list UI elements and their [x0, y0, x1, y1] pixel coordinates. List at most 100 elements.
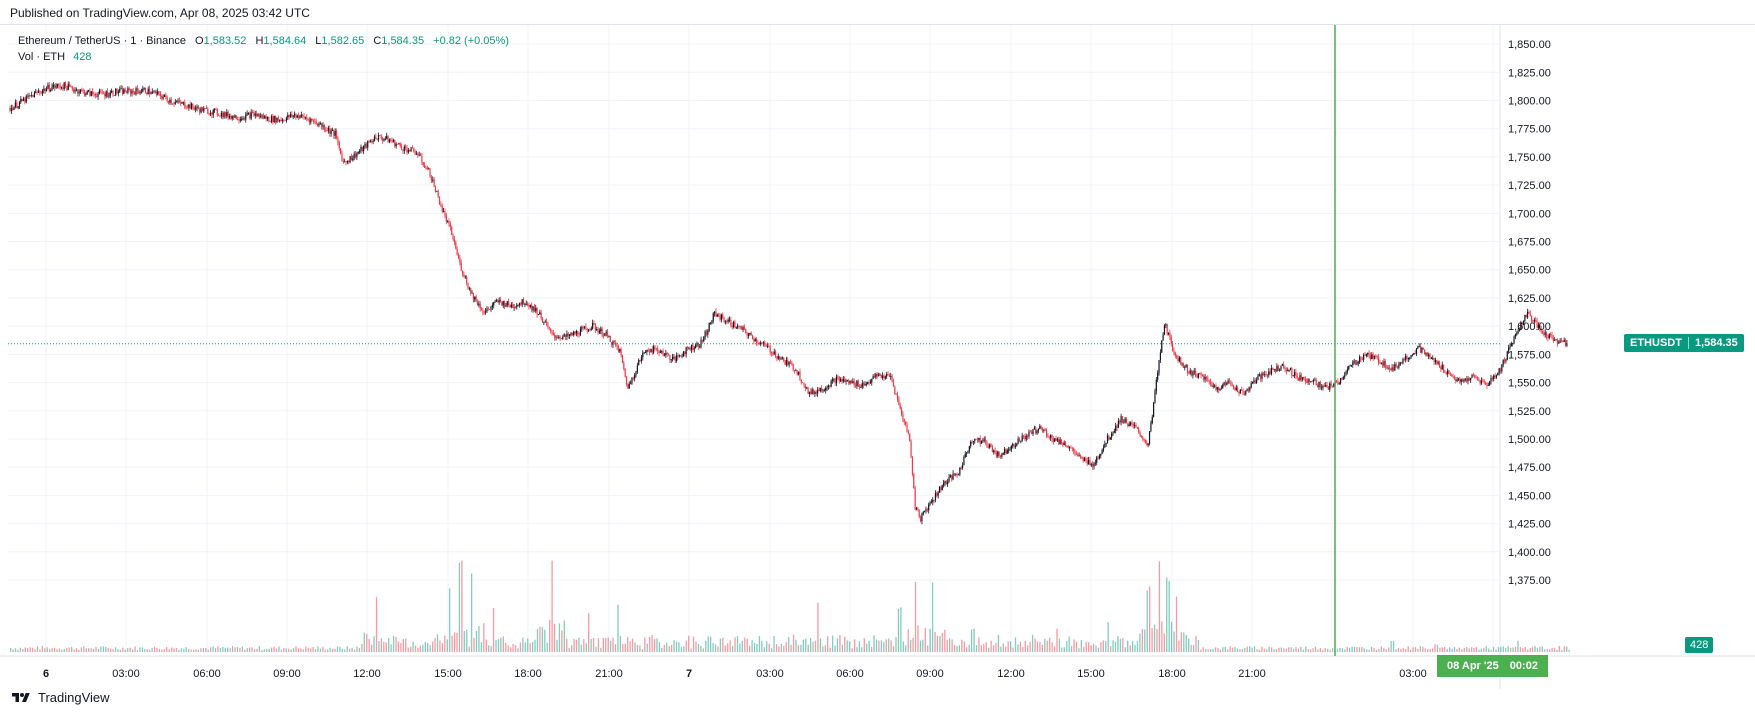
candle-body	[760, 342, 762, 344]
volume-bar	[378, 641, 380, 652]
candle-body	[45, 88, 48, 92]
volume-bar	[627, 637, 629, 652]
candle-body	[241, 119, 243, 121]
candle-body	[478, 303, 480, 305]
candle-body	[922, 511, 924, 515]
candle-body	[1545, 332, 1548, 337]
volume-bar	[290, 649, 292, 652]
candle-body	[1163, 325, 1166, 335]
candle-body	[632, 378, 634, 379]
candle-body	[1312, 379, 1315, 382]
volume-bar	[153, 646, 156, 652]
volume-bar	[1190, 644, 1192, 652]
candle-body	[1383, 361, 1385, 366]
candle-body	[972, 441, 975, 443]
volume-bar	[1380, 646, 1383, 652]
candle-body	[1560, 340, 1563, 342]
volume-bar	[127, 648, 129, 652]
candle-body	[1200, 373, 1202, 376]
candle-body	[345, 161, 347, 163]
volume-bar	[775, 644, 778, 652]
volume-bar	[392, 635, 395, 652]
volume-bar	[427, 643, 429, 652]
candle-body	[689, 347, 691, 350]
candle-body	[850, 380, 853, 384]
volume-bar	[1031, 634, 1034, 652]
candle-body	[1146, 442, 1148, 445]
volume-bar	[1536, 647, 1539, 652]
candle-body	[1350, 365, 1353, 366]
candle-body	[203, 108, 205, 112]
volume-bar	[1307, 649, 1309, 652]
symbol-title[interactable]: Ethereum / TetherUS · 1 · Binance	[18, 35, 186, 47]
candle-body	[508, 301, 510, 305]
candle-body	[1138, 428, 1140, 433]
candle-body	[250, 112, 252, 119]
volume-bar	[583, 639, 585, 652]
candle-body	[1484, 382, 1487, 384]
candle-body	[915, 508, 918, 510]
candle-body	[209, 112, 212, 114]
candle-body	[1376, 356, 1378, 357]
candle-body	[1170, 336, 1172, 344]
candle-body	[144, 88, 147, 93]
candle-body	[184, 102, 186, 108]
candle-body	[1337, 381, 1339, 384]
footer-brand[interactable]: TradingView	[10, 690, 110, 705]
candle-body	[1212, 385, 1214, 387]
candle-body	[92, 91, 94, 94]
volume-bar	[809, 638, 812, 652]
candle-body	[1544, 332, 1546, 335]
volume-bar	[553, 623, 556, 652]
candle-body	[1392, 367, 1395, 371]
volume-bar	[536, 628, 539, 652]
candle-body	[455, 242, 457, 249]
volume-bar	[1434, 644, 1436, 652]
candle-body	[1013, 443, 1015, 448]
y-tick-label: 1,650.00	[1508, 265, 1551, 277]
candle-body	[537, 314, 540, 316]
candle-body	[1483, 380, 1485, 383]
candle-body	[539, 312, 541, 315]
volume-bar	[1105, 641, 1107, 652]
candle-body	[1097, 457, 1099, 459]
candle-body	[272, 116, 274, 122]
candle-body	[63, 82, 65, 89]
candle-body	[743, 327, 746, 330]
candle-body	[1480, 380, 1483, 384]
y-tick-label: 1,525.00	[1508, 406, 1551, 418]
volume-bar	[1517, 640, 1519, 652]
candle-body	[1082, 457, 1084, 461]
volume-bar	[588, 613, 590, 652]
volume-bar	[1129, 645, 1131, 652]
volume-bar	[1312, 648, 1314, 652]
volume-bar	[751, 640, 753, 652]
volume-bar	[131, 649, 134, 652]
candle-body	[188, 104, 190, 108]
candle-body	[1036, 430, 1038, 434]
candle-body	[551, 331, 553, 333]
volume-bar	[731, 645, 734, 652]
candle-body	[1120, 416, 1122, 423]
candle-body	[987, 445, 989, 448]
chart-frame[interactable]: 1,850.00 1,825.00 1,800.00 1,775.00 1,750.00…	[0, 24, 1755, 689]
candle-body	[1219, 389, 1221, 391]
volume-bar	[1449, 647, 1451, 652]
volume-bar	[334, 648, 336, 652]
chart-canvas[interactable]: 1,850.001,825.001,800.001,775.001,750.00…	[0, 25, 1755, 689]
candle-body	[311, 119, 313, 120]
candle-body	[524, 304, 526, 306]
candle-body	[147, 88, 149, 95]
volume-bar	[1468, 648, 1470, 652]
volume-bar	[368, 638, 370, 652]
candle-body	[594, 324, 596, 330]
volume-bar	[1305, 646, 1307, 652]
candle-body	[1368, 352, 1370, 356]
volume-bar	[458, 562, 461, 652]
volume-label[interactable]: Vol · ETH	[18, 51, 66, 63]
volume-bar	[936, 635, 939, 652]
volume-bar	[1488, 648, 1490, 652]
candle-body	[1434, 360, 1437, 362]
volume-bar	[1244, 647, 1246, 652]
candle-body	[43, 88, 45, 91]
